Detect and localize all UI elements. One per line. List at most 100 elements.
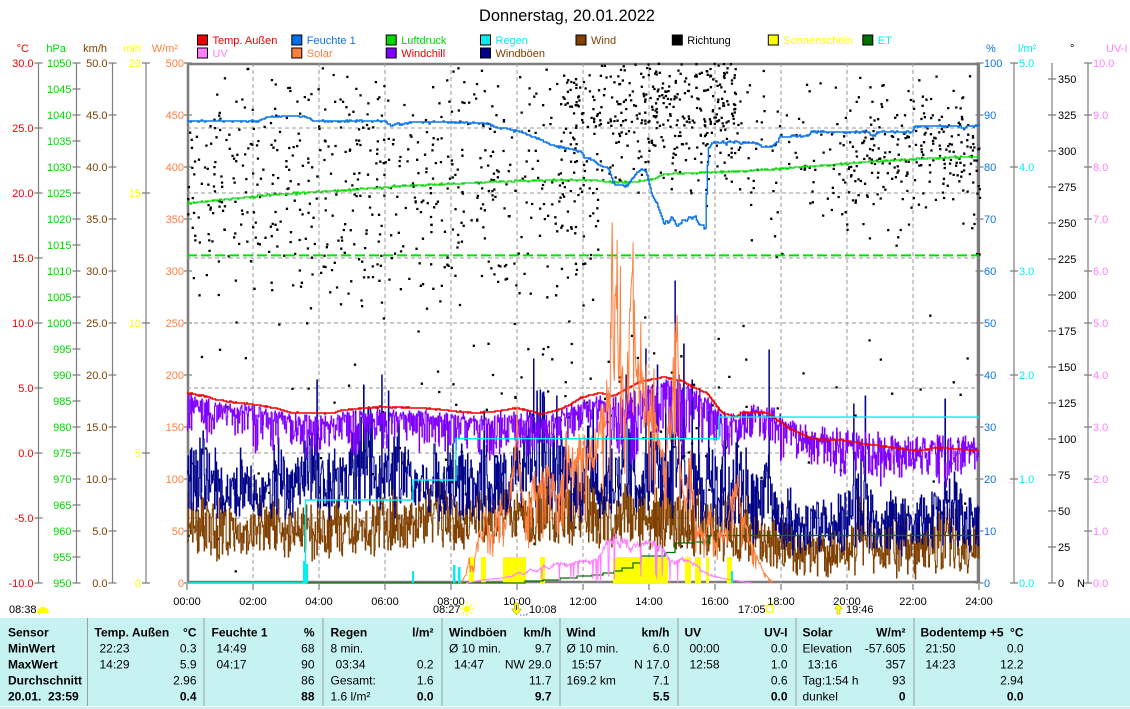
svg-text:8.0: 8.0 — [1093, 162, 1108, 174]
svg-text:990: 990 — [53, 370, 71, 382]
svg-text:N 17.0: N 17.0 — [634, 658, 670, 672]
svg-text:1.6: 1.6 — [417, 674, 434, 688]
svg-text:12:00: 12:00 — [569, 596, 597, 608]
svg-text:°: ° — [1070, 43, 1074, 55]
svg-text:Temp. Außen: Temp. Außen — [213, 35, 278, 47]
svg-text:1.0: 1.0 — [771, 658, 788, 672]
svg-text:300: 300 — [1058, 146, 1076, 158]
svg-text:175: 175 — [1058, 326, 1076, 338]
svg-text:200: 200 — [1058, 290, 1076, 302]
svg-text:985: 985 — [53, 396, 71, 408]
svg-text:68: 68 — [301, 642, 315, 656]
svg-text:Gesamt:: Gesamt: — [331, 674, 376, 688]
svg-text:Windböen: Windböen — [496, 48, 546, 60]
svg-text:NW 29.0: NW 29.0 — [505, 658, 552, 672]
svg-text:22:00: 22:00 — [899, 596, 927, 608]
svg-text:0.0: 0.0 — [18, 448, 33, 460]
svg-text:0: 0 — [899, 690, 906, 704]
svg-text:20: 20 — [129, 58, 141, 70]
svg-text:35.0: 35.0 — [86, 214, 107, 226]
svg-text:20.0: 20.0 — [12, 188, 33, 200]
svg-text:Windböen: Windböen — [449, 626, 507, 640]
svg-text:1040: 1040 — [47, 110, 71, 122]
svg-text:16:00: 16:00 — [701, 596, 729, 608]
svg-text:Tag:1:54 h: Tag:1:54 h — [803, 674, 859, 688]
svg-text:-5.0: -5.0 — [15, 513, 34, 525]
svg-text:W/m²: W/m² — [876, 626, 905, 640]
svg-text:0: 0 — [135, 578, 141, 590]
svg-text:5.0: 5.0 — [18, 383, 33, 395]
svg-text:Durchschnitt: Durchschnitt — [8, 674, 82, 688]
svg-text:70: 70 — [984, 214, 996, 226]
svg-text:14:47: 14:47 — [454, 658, 484, 672]
svg-text:2.0: 2.0 — [1019, 370, 1034, 382]
svg-text:50: 50 — [172, 526, 184, 538]
svg-text:20.0: 20.0 — [86, 370, 107, 382]
svg-text:°C: °C — [17, 43, 29, 55]
svg-text:UV-I: UV-I — [1106, 43, 1127, 55]
svg-text:8 min.: 8 min. — [331, 642, 364, 656]
svg-text:20: 20 — [984, 474, 996, 486]
svg-text:Elevation: Elevation — [803, 642, 852, 656]
svg-text:86: 86 — [301, 674, 315, 688]
svg-text:15.0: 15.0 — [12, 253, 33, 265]
svg-text:50.0: 50.0 — [86, 58, 107, 70]
svg-text:hPa: hPa — [46, 43, 66, 55]
svg-text:21:50: 21:50 — [926, 642, 956, 656]
svg-text:20.01. 23:59: 20.01. 23:59 — [8, 690, 79, 704]
svg-text:14:49: 14:49 — [217, 642, 247, 656]
svg-text:0: 0 — [178, 578, 184, 590]
svg-text:6.0: 6.0 — [653, 642, 670, 656]
svg-text:13:16: 13:16 — [808, 658, 838, 672]
svg-text:150: 150 — [166, 422, 184, 434]
svg-text:3.0: 3.0 — [1019, 266, 1034, 278]
svg-text:950: 950 — [53, 578, 71, 590]
svg-text:0.0: 0.0 — [1019, 578, 1034, 590]
svg-text:25: 25 — [1058, 542, 1070, 554]
svg-text:970: 970 — [53, 474, 71, 486]
svg-text:357: 357 — [885, 658, 905, 672]
svg-text:93: 93 — [892, 674, 906, 688]
svg-text:km/h: km/h — [641, 626, 669, 640]
svg-text:0.0: 0.0 — [1007, 690, 1024, 704]
svg-text:1005: 1005 — [47, 292, 71, 304]
svg-text:N: N — [1077, 578, 1085, 590]
svg-text:Wind: Wind — [591, 35, 616, 47]
svg-text:°C: °C — [183, 626, 197, 640]
svg-text:250: 250 — [166, 318, 184, 330]
svg-text:Ø 10 min.: Ø 10 min. — [567, 642, 619, 656]
svg-text:10: 10 — [984, 526, 996, 538]
svg-text:60: 60 — [984, 266, 996, 278]
svg-text:300: 300 — [166, 266, 184, 278]
svg-text:30.0: 30.0 — [86, 266, 107, 278]
svg-text:45.0: 45.0 — [86, 110, 107, 122]
svg-text:08:00: 08:00 — [437, 596, 465, 608]
svg-text:500: 500 — [166, 58, 184, 70]
svg-text:km/h: km/h — [523, 626, 551, 640]
svg-text:5: 5 — [135, 448, 141, 460]
svg-text:0.6: 0.6 — [771, 674, 788, 688]
svg-text:5.0: 5.0 — [92, 526, 107, 538]
svg-text:04:00: 04:00 — [305, 596, 333, 608]
svg-text:10.0: 10.0 — [12, 318, 33, 330]
svg-text:Feuchte 1: Feuchte 1 — [307, 35, 356, 47]
svg-text:1.0: 1.0 — [1019, 474, 1034, 486]
svg-text:100: 100 — [1058, 434, 1076, 446]
svg-text:2.0: 2.0 — [1093, 474, 1108, 486]
svg-text:4.0: 4.0 — [1093, 370, 1108, 382]
svg-text:7.0: 7.0 — [1093, 214, 1108, 226]
svg-text:200: 200 — [166, 370, 184, 382]
svg-text:17:05: 17:05 — [738, 604, 766, 616]
svg-text:14:00: 14:00 — [635, 596, 663, 608]
svg-text:0.0: 0.0 — [771, 642, 788, 656]
svg-text:5.9: 5.9 — [180, 658, 197, 672]
svg-text:dunkel: dunkel — [803, 690, 838, 704]
svg-text:30.0: 30.0 — [12, 58, 33, 70]
svg-text:Regen: Regen — [331, 626, 368, 640]
svg-text:25.0: 25.0 — [86, 318, 107, 330]
svg-text:5.0: 5.0 — [1093, 318, 1108, 330]
svg-text:Solar: Solar — [307, 48, 333, 60]
svg-text:400: 400 — [166, 162, 184, 174]
svg-text:UV: UV — [685, 626, 702, 640]
svg-text:15.0: 15.0 — [86, 422, 107, 434]
